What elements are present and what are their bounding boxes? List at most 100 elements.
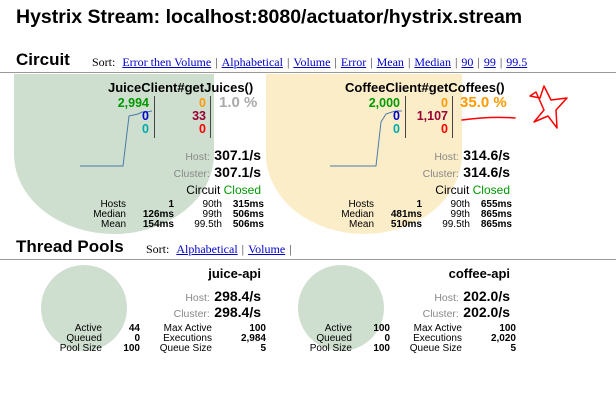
sort-alphabetical[interactable]: Alphabetical (176, 242, 238, 256)
stat-value: 100 (249, 323, 266, 334)
health-bubble (266, 74, 462, 234)
stat-label: Active (74, 323, 102, 334)
host-rate-row: Host: 298.4/s (185, 288, 261, 306)
failure-count: 0 (199, 122, 206, 136)
rate-sparkline (80, 110, 153, 167)
stat-value: 865ms (480, 209, 512, 220)
pool-bubble (298, 265, 384, 351)
thread-pools-sort-label: Sort: (146, 242, 170, 256)
stat-value: 2,020 (490, 333, 516, 344)
pool-stats: Active 44 Max Active 100 Queued 0 Execut… (50, 324, 266, 354)
cluster-rate: 307.1/s (214, 164, 261, 180)
counter-divider (154, 96, 155, 138)
stat-value: 0 (134, 333, 140, 344)
circuit-status: Circuit Closed (186, 183, 261, 197)
cluster-rate: 298.4/s (214, 304, 261, 320)
sort-mean[interactable]: Mean (376, 55, 404, 69)
sort-error-then-volume[interactable]: Error then Volume (122, 55, 212, 69)
stat-value: 1 (168, 199, 174, 210)
stat-label: Median (93, 209, 126, 220)
stat-value: 481ms (390, 209, 422, 220)
health-bubble (14, 74, 214, 234)
stat-value: 510ms (390, 219, 422, 230)
stat-label: 99th (202, 209, 222, 220)
circuit-label: Circuit (186, 183, 221, 197)
thread-pools-sort-bar: Sort: Alphabetical | Volume | (146, 242, 292, 256)
circuit-sort-label: Sort: (92, 55, 116, 69)
pool-bubble (41, 265, 127, 351)
stat-label: Max Active (163, 323, 212, 334)
rejected-count: 33 (192, 109, 206, 123)
host-label: Host: (434, 292, 459, 304)
circuit-status: Circuit Closed (435, 183, 510, 197)
sort-90[interactable]: 90 (461, 55, 474, 69)
sort-volume[interactable]: Volume (293, 55, 331, 69)
stat-label: Mean (100, 219, 126, 230)
stat-label: Pool Size (59, 343, 102, 354)
stat-value: 865ms (480, 219, 512, 230)
stat-label: 90th (450, 199, 470, 210)
cluster-rate-row: Cluster: 314.6/s (423, 164, 510, 182)
stat-label: Queue Size (159, 343, 212, 354)
cluster-rate: 314.6/s (463, 164, 510, 180)
stat-value: 1 (416, 199, 422, 210)
stat-value: 126ms (142, 209, 174, 220)
stat-label: Pool Size (309, 343, 352, 354)
stat-label: Max Active (413, 323, 462, 334)
annotation-scribble (461, 85, 568, 129)
pool-name: juice-api (208, 266, 261, 281)
stat-label: 99th (450, 209, 470, 220)
cluster-label: Cluster: (173, 168, 210, 180)
stat-value: 506ms (232, 219, 264, 230)
success-count: 2,994 (117, 96, 149, 110)
cluster-rate-row: Cluster: 202.0/s (423, 304, 510, 322)
bad-request-count: 0 (393, 122, 400, 136)
stat-value: 2,984 (240, 333, 266, 344)
host-label: Host: (434, 151, 459, 163)
stat-label: Hosts (100, 199, 126, 210)
success-count: 2,000 (368, 96, 400, 110)
sort-alphabetical[interactable]: Alphabetical (221, 55, 283, 69)
timeout-count: 0 (441, 96, 448, 110)
short-circuited-count: 0 (393, 109, 400, 123)
circuit-label: Circuit (435, 183, 470, 197)
host-rate: 202.0/s (463, 288, 510, 304)
stat-value: 100 (373, 343, 390, 354)
stat-label: Mean (348, 219, 374, 230)
stat-value: 315ms (232, 199, 264, 210)
pool-name: coffee-api (448, 266, 510, 281)
host-rate-row: Host: 307.1/s (185, 147, 261, 165)
circuit-name: CoffeeClient#getCoffees() (345, 80, 505, 95)
sort-volume[interactable]: Volume (248, 242, 286, 256)
stat-label: Executions (163, 333, 212, 344)
sort-99-5[interactable]: 99.5 (506, 55, 528, 69)
rate-sparkline (330, 110, 402, 167)
rejected-count: 1,107 (416, 109, 448, 123)
thread-pools-heading: Thread Pools (16, 237, 124, 256)
host-label: Host: (185, 292, 210, 304)
stat-value: 5 (510, 343, 516, 354)
stat-label: Queued (316, 333, 352, 344)
stat-value: 5 (260, 343, 266, 354)
circuit-name: JuiceClient#getJuices() (108, 80, 254, 95)
stat-label: Queue Size (409, 343, 462, 354)
cluster-rate-row: Cluster: 298.4/s (174, 304, 261, 322)
cluster-rate-row: Cluster: 307.1/s (174, 164, 261, 182)
host-rate-row: Host: 314.6/s (434, 147, 510, 165)
cluster-rate: 202.0/s (463, 304, 510, 320)
sort-error[interactable]: Error (340, 55, 367, 69)
host-rate: 307.1/s (214, 147, 261, 163)
failure-count: 0 (441, 122, 448, 136)
stat-label: 99.5th (194, 219, 222, 230)
stat-value: 100 (123, 343, 140, 354)
pool-stats: Active 100 Max Active 100 Queued 0 Execu… (300, 324, 516, 354)
sort-median[interactable]: Median (414, 55, 451, 69)
stat-label: 90th (202, 199, 222, 210)
stat-value: 100 (499, 323, 516, 334)
stat-label: Median (341, 209, 374, 220)
circuit-state: Closed (223, 183, 261, 197)
stat-value: 44 (128, 323, 140, 334)
stat-value: 0 (384, 333, 390, 344)
sort-99[interactable]: 99 (483, 55, 496, 69)
error-percentage: 35.0 % (460, 94, 507, 111)
